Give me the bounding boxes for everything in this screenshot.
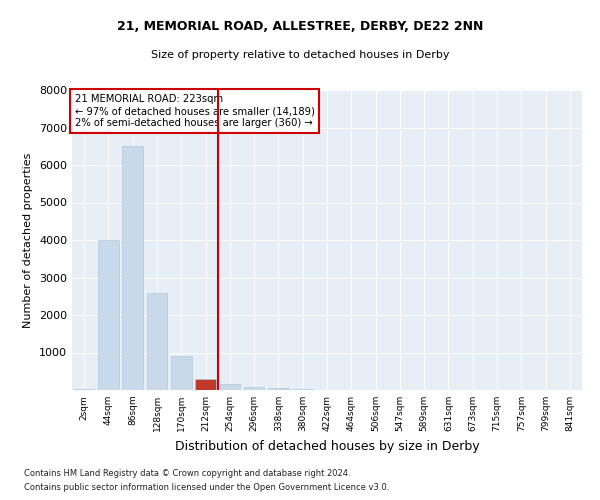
Text: 21, MEMORIAL ROAD, ALLESTREE, DERBY, DE22 2NN: 21, MEMORIAL ROAD, ALLESTREE, DERBY, DE2… xyxy=(117,20,483,33)
Bar xyxy=(171,356,191,390)
Bar xyxy=(122,146,143,390)
Bar xyxy=(292,389,313,390)
X-axis label: Distribution of detached houses by size in Derby: Distribution of detached houses by size … xyxy=(175,440,479,452)
Bar xyxy=(268,388,289,390)
Text: 21 MEMORIAL ROAD: 223sqm
← 97% of detached houses are smaller (14,189)
2% of sem: 21 MEMORIAL ROAD: 223sqm ← 97% of detach… xyxy=(74,94,314,128)
Text: Size of property relative to detached houses in Derby: Size of property relative to detached ho… xyxy=(151,50,449,60)
Text: Contains HM Land Registry data © Crown copyright and database right 2024.: Contains HM Land Registry data © Crown c… xyxy=(24,468,350,477)
Bar xyxy=(146,292,167,390)
Bar xyxy=(195,379,216,390)
Bar xyxy=(98,240,119,390)
Y-axis label: Number of detached properties: Number of detached properties xyxy=(23,152,34,328)
Bar xyxy=(244,387,265,390)
Text: Contains public sector information licensed under the Open Government Licence v3: Contains public sector information licen… xyxy=(24,484,389,492)
Bar xyxy=(220,384,240,390)
Bar xyxy=(74,389,94,390)
